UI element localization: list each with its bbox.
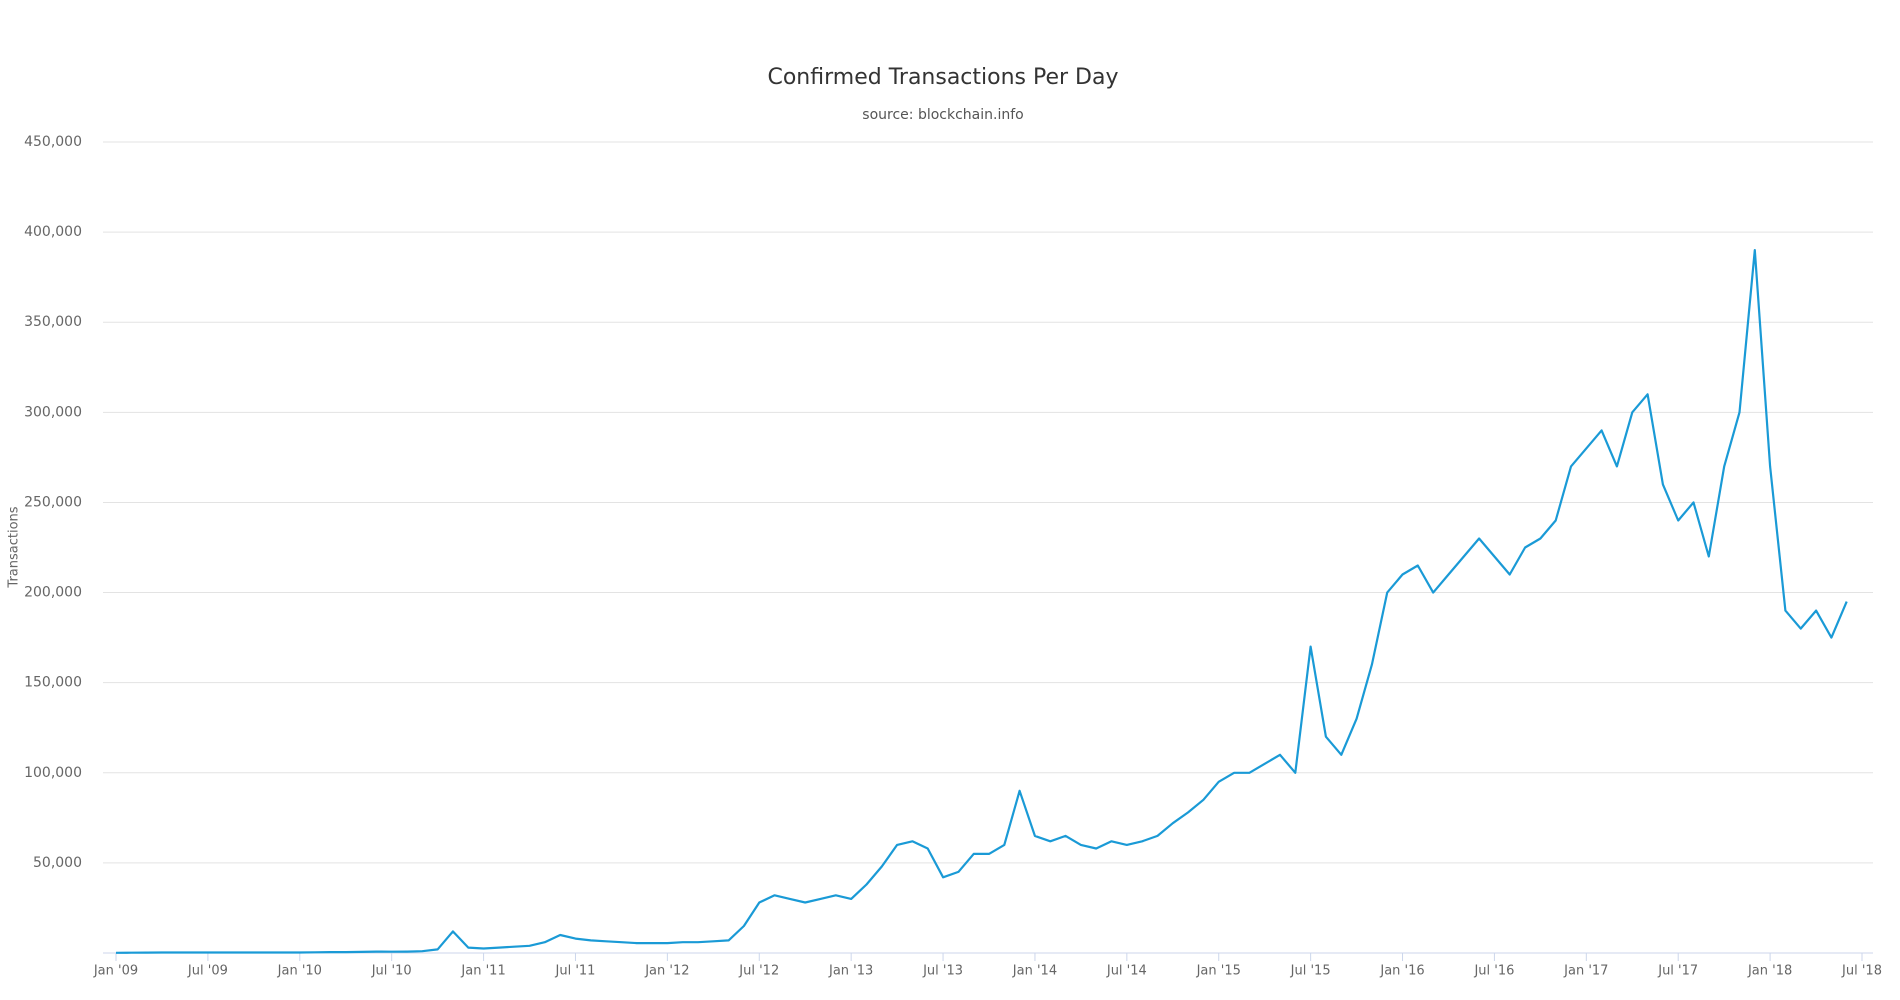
x-tick-label: Jul '18 [1841, 964, 1882, 979]
y-tick-label: 450,000 [24, 134, 82, 150]
x-tick-label: Jul '14 [1106, 964, 1147, 979]
x-tick-label: Jan '15 [1196, 964, 1241, 979]
x-tick-label: Jul '17 [1657, 964, 1698, 979]
x-tick-label: Jul '11 [555, 964, 596, 979]
y-tick-label: 350,000 [24, 314, 82, 330]
y-tick-label: 400,000 [24, 224, 82, 240]
x-tick-label: Jan '12 [644, 964, 689, 979]
x-tick-label: Jan '18 [1747, 964, 1792, 979]
y-tick-label: 50,000 [33, 855, 82, 871]
data-line [115, 249, 1848, 954]
x-tick-label: Jan '14 [1012, 964, 1057, 979]
chart-title: Confirmed Transactions Per Day [767, 65, 1118, 90]
chart-subtitle: source: blockchain.info [862, 107, 1023, 123]
x-tick-label: Jan '09 [93, 964, 138, 979]
y-tick-label: 300,000 [24, 404, 82, 420]
x-tick-label: Jul '15 [1290, 964, 1331, 979]
x-tick-label: Jan '11 [460, 964, 505, 979]
x-tick-label: Jan '13 [828, 964, 873, 979]
x-tick-label: Jul '12 [738, 964, 779, 979]
y-tick-label: 250,000 [24, 494, 82, 510]
y-axis-label: Transactions [7, 506, 22, 588]
x-tick-label: Jan '16 [1379, 964, 1424, 979]
x-tick-label: Jul '16 [1473, 964, 1514, 979]
y-tick-label: 150,000 [24, 675, 82, 691]
x-tick-label: Jul '10 [371, 964, 412, 979]
x-tick-label: Jul '09 [187, 964, 228, 979]
x-tick-label: Jan '17 [1563, 964, 1608, 979]
y-tick-label: 200,000 [24, 585, 82, 601]
y-tick-label: 100,000 [24, 765, 82, 781]
x-tick-label: Jan '10 [277, 964, 322, 979]
x-tick-label: Jul '13 [922, 964, 963, 979]
